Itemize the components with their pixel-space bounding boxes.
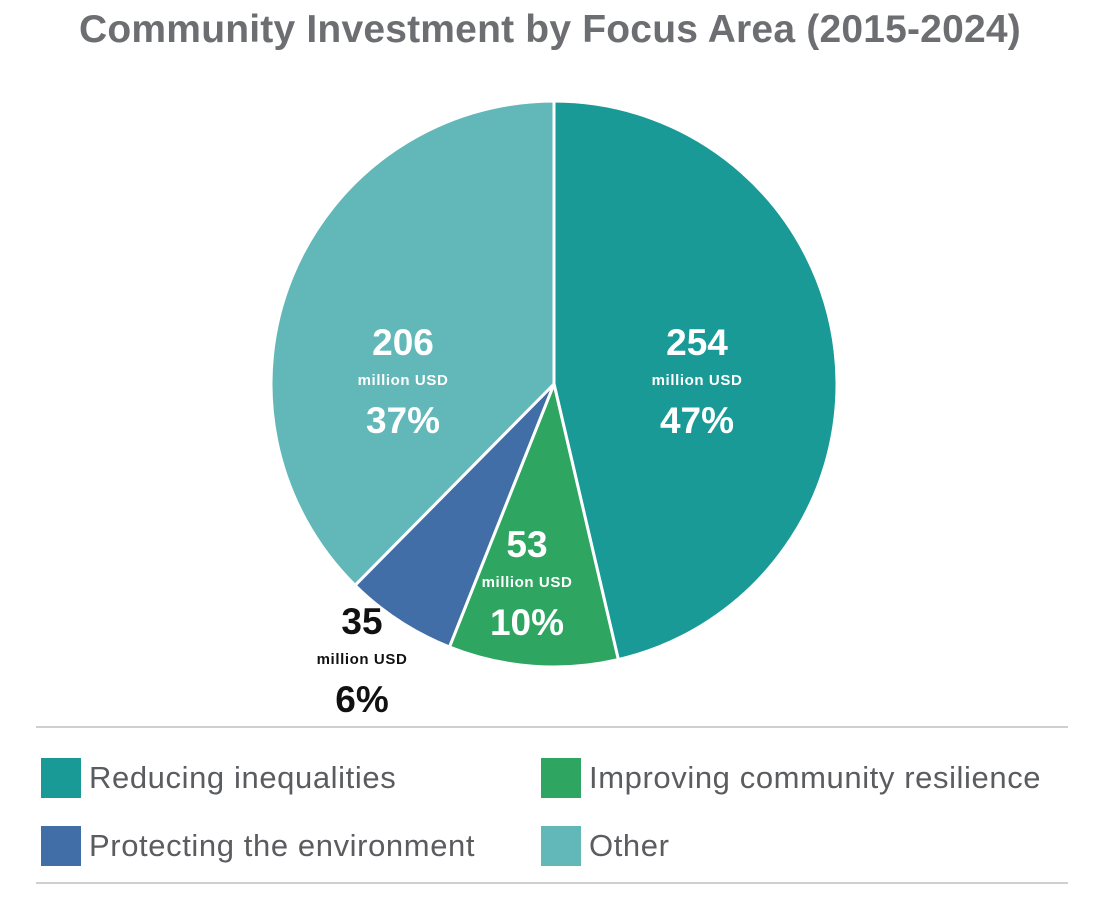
slice-percent-label: 6% [335, 679, 388, 720]
legend-label: Improving community resilience [589, 760, 1042, 795]
slice-unit-label: million USD [358, 372, 449, 389]
legend-swatch [41, 758, 81, 798]
slice-unit-label: million USD [652, 372, 743, 389]
slice-label-improving-community-resilience: 53 million USD 10% [482, 524, 573, 643]
chart-legend: Reducing inequalities Improving communit… [36, 740, 1076, 880]
slice-label-other: 206 million USD 37% [358, 322, 449, 441]
slice-unit-label: million USD [317, 651, 408, 668]
pie-slice-improving-community-resilience [447, 382, 620, 669]
legend-item-other: Other [541, 826, 670, 866]
pie-slice-other [269, 99, 556, 587]
pie-slice-protecting-the-environment [353, 382, 556, 649]
pie-slice-reducing-inequalities [552, 99, 839, 662]
slice-value-label: 35 [341, 601, 382, 642]
legend-top-divider [36, 726, 1068, 728]
slice-percent-label: 10% [490, 602, 564, 643]
slice-label-protecting-the-environment: 35 million USD 6% [317, 601, 408, 720]
legend-item-reducing-inequalities: Reducing inequalities [41, 758, 396, 798]
slice-value-label: 53 [506, 524, 547, 565]
chart-title: Community Investment by Focus Area (2015… [79, 8, 1021, 51]
legend-item-improving-community-resilience: Improving community resilience [541, 758, 1041, 798]
slice-label-reducing-inequalities: 254 million USD 47% [652, 322, 743, 441]
slice-value-label: 254 [666, 322, 728, 363]
slice-percent-label: 47% [660, 400, 734, 441]
legend-item-protecting-the-environment: Protecting the environment [41, 826, 475, 866]
slice-unit-label: million USD [482, 574, 573, 591]
legend-label: Other [589, 828, 670, 863]
slice-value-label: 206 [372, 322, 434, 363]
legend-label: Reducing inequalities [89, 760, 397, 795]
pie-chart: 254 million USD 47% 53 million USD 10% 35 milli… [269, 99, 839, 720]
legend-swatch [41, 826, 81, 866]
slice-percent-label: 37% [366, 400, 440, 441]
legend-swatch [541, 826, 581, 866]
legend-bottom-divider [36, 882, 1068, 884]
legend-label: Protecting the environment [89, 828, 476, 863]
legend-swatch [541, 758, 581, 798]
